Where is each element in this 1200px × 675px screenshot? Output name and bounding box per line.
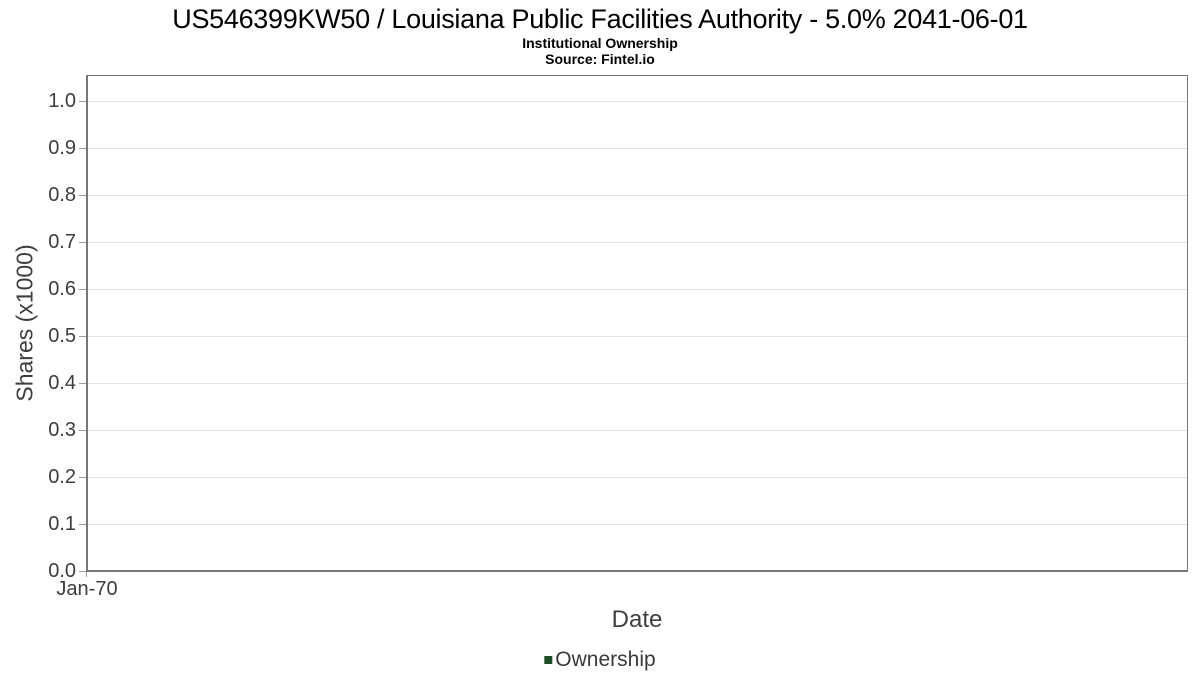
y-tick-label: 1.0 bbox=[48, 90, 76, 112]
y-gridline bbox=[88, 524, 1187, 525]
x-tick-mark bbox=[86, 572, 87, 577]
y-tick-mark bbox=[79, 242, 86, 243]
y-tick-mark bbox=[79, 336, 86, 337]
y-tick-label: 0.9 bbox=[48, 137, 76, 159]
y-tick-mark bbox=[79, 101, 86, 102]
plot-area bbox=[86, 75, 1188, 572]
y-tick-mark bbox=[79, 524, 86, 525]
y-gridline bbox=[88, 383, 1187, 384]
x-axis-label: Date bbox=[611, 606, 663, 633]
y-tick-mark bbox=[79, 477, 86, 478]
y-tick-label: 0.4 bbox=[48, 372, 76, 394]
chart-source: Source: Fintel.io bbox=[545, 51, 655, 67]
x-tick-label: Jan-70 bbox=[56, 578, 118, 600]
chart-title: US546399KW50 / Louisiana Public Faciliti… bbox=[172, 4, 1028, 34]
y-gridline bbox=[88, 430, 1187, 431]
y-tick-mark bbox=[79, 148, 86, 149]
y-tick-mark bbox=[79, 571, 86, 572]
y-gridline bbox=[88, 336, 1187, 337]
y-tick-mark bbox=[79, 289, 86, 290]
y-tick-label: 0.8 bbox=[48, 184, 76, 206]
y-tick-mark bbox=[79, 383, 86, 384]
legend-item-ownership[interactable]: Ownership bbox=[544, 648, 656, 672]
y-gridline bbox=[88, 242, 1187, 243]
y-tick-label: 0.3 bbox=[48, 419, 76, 441]
y-gridline bbox=[88, 101, 1187, 102]
y-gridline bbox=[88, 477, 1187, 478]
y-tick-label: 0.7 bbox=[48, 231, 76, 253]
chart-subtitle: Institutional Ownership bbox=[522, 35, 678, 51]
y-tick-mark bbox=[79, 195, 86, 196]
series-swatch-icon bbox=[544, 656, 553, 664]
y-tick-label: 0.0 bbox=[48, 560, 76, 582]
y-tick-label: 0.5 bbox=[48, 325, 76, 347]
y-tick-mark bbox=[79, 430, 86, 431]
y-tick-label: 0.2 bbox=[48, 466, 76, 488]
y-gridline bbox=[88, 289, 1187, 290]
y-gridline bbox=[88, 148, 1187, 149]
y-tick-label: 0.1 bbox=[48, 513, 76, 535]
y-gridline bbox=[88, 195, 1187, 196]
legend-label: Ownership bbox=[555, 648, 656, 671]
y-tick-label: 0.6 bbox=[48, 278, 76, 300]
